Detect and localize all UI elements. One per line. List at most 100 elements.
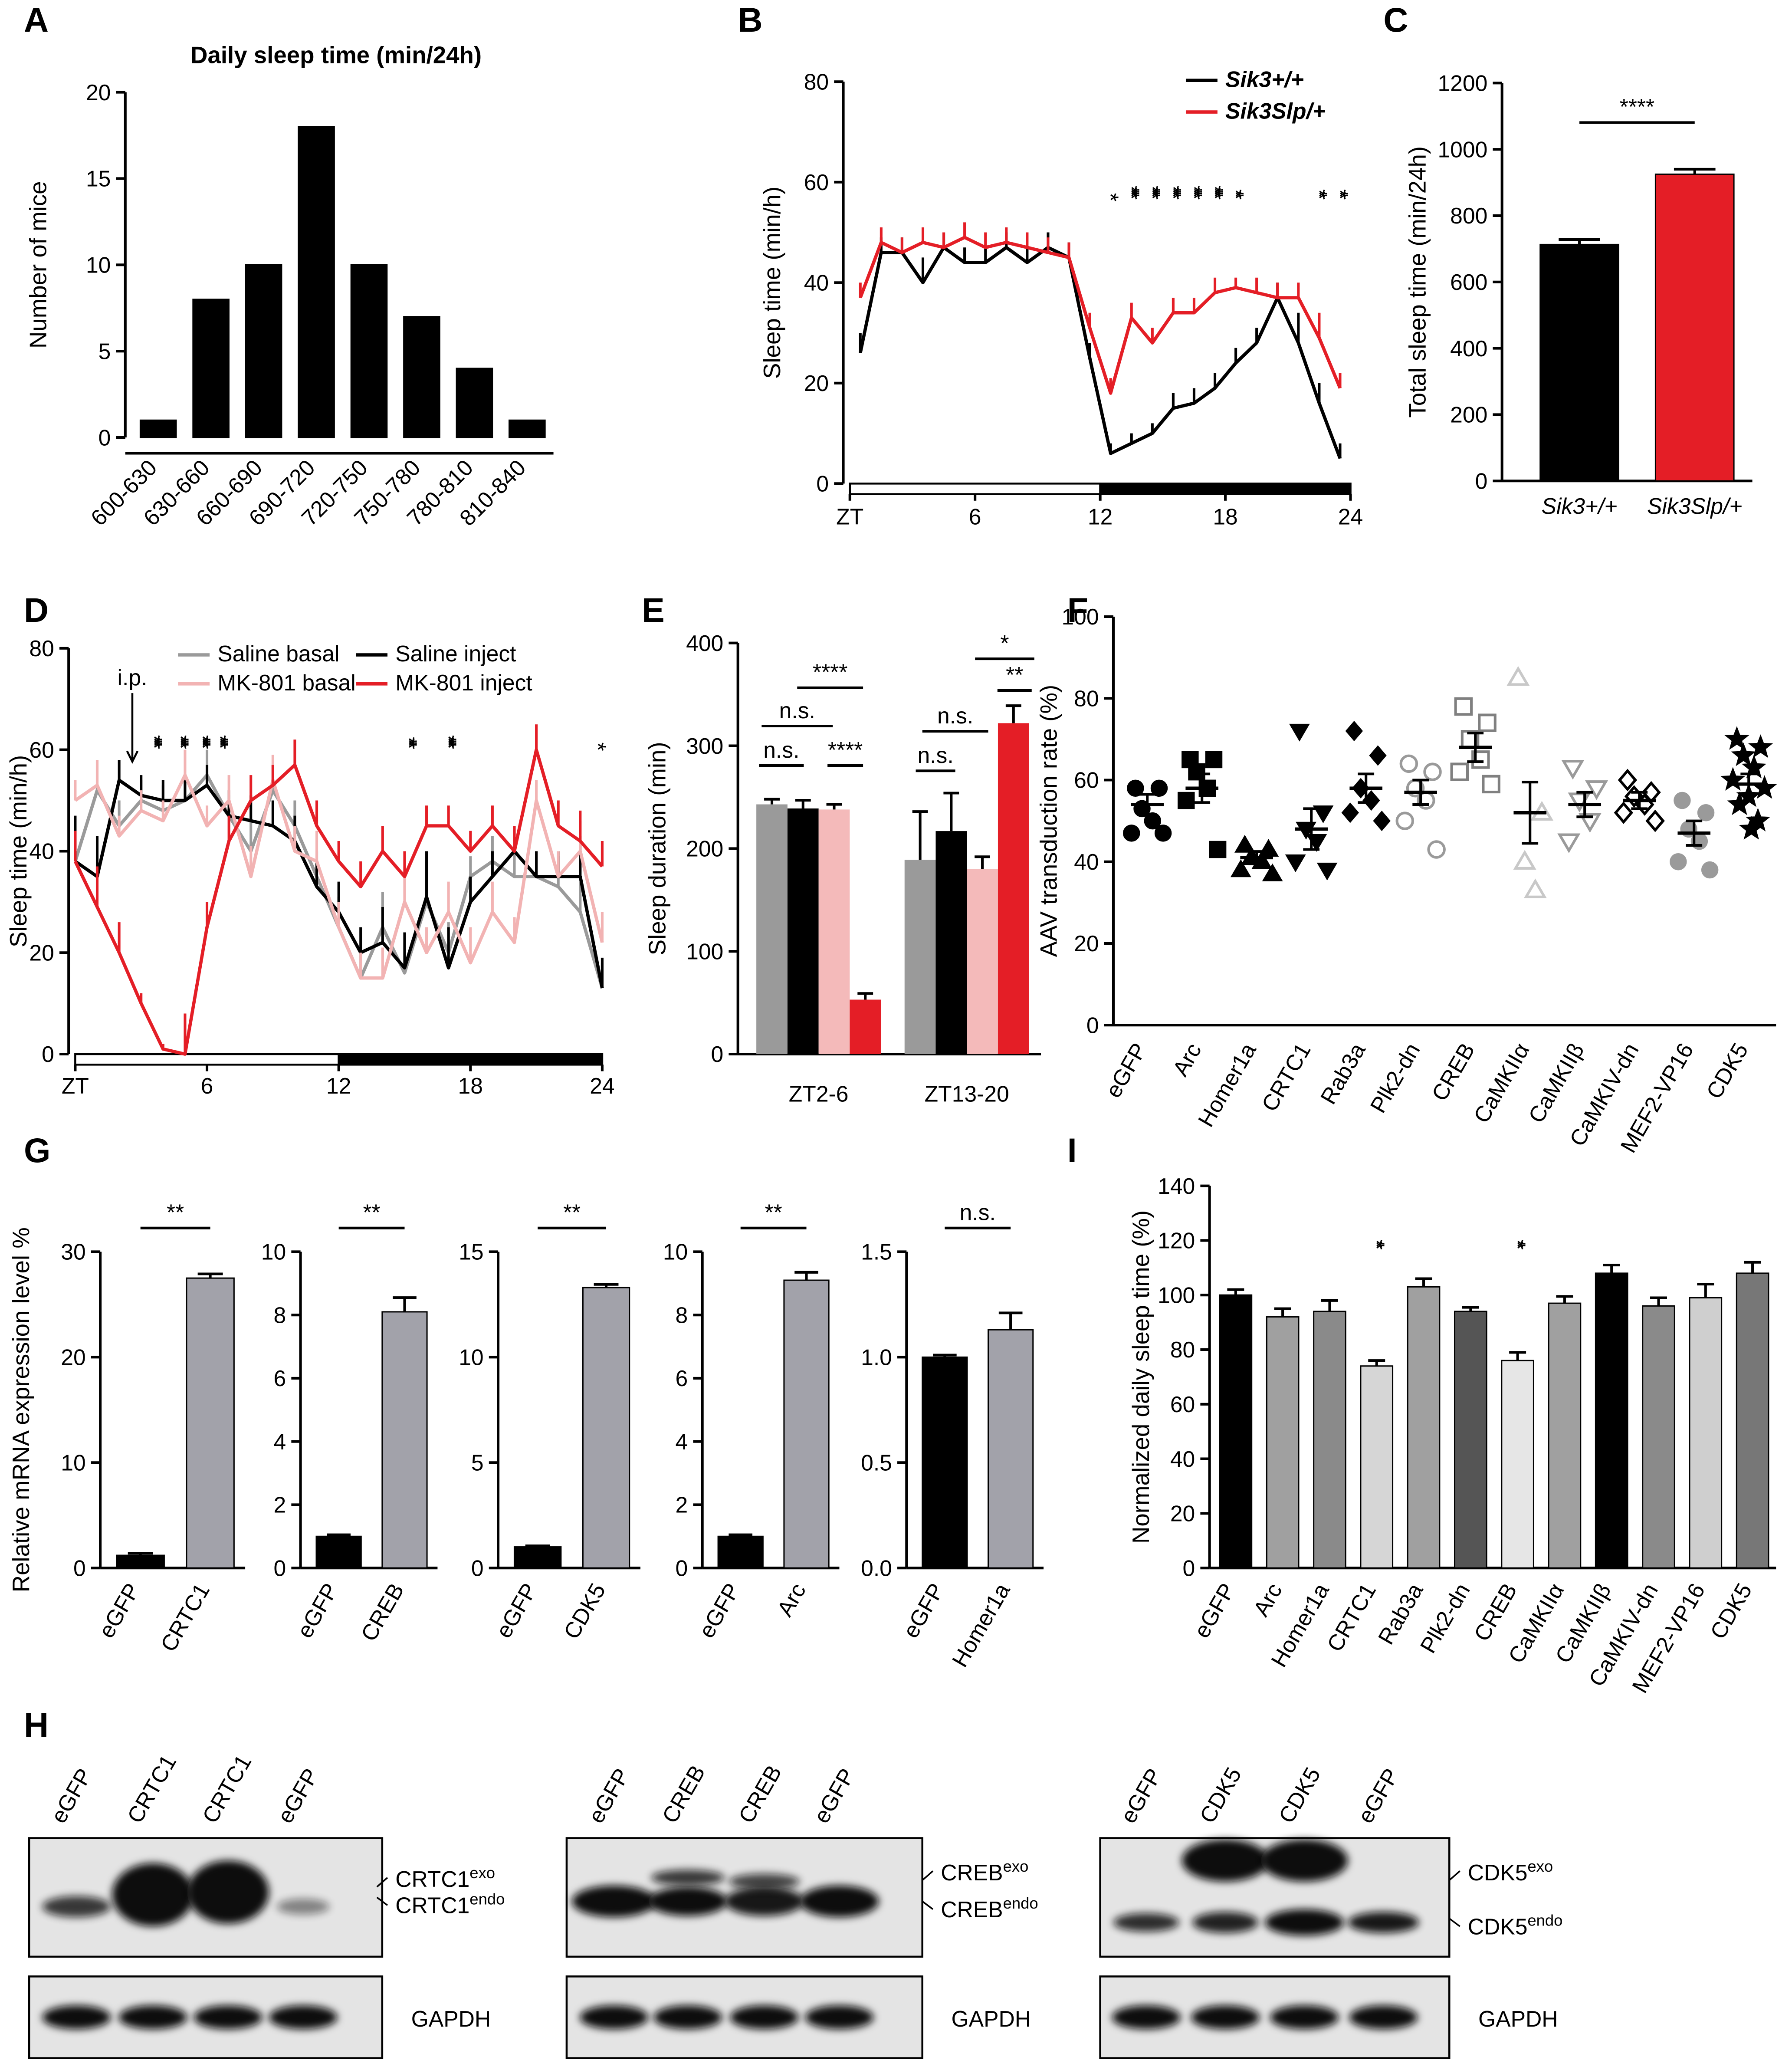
point bbox=[1748, 734, 1773, 758]
significance-label: n.s. bbox=[937, 703, 973, 728]
point bbox=[1523, 878, 1547, 898]
point bbox=[1724, 726, 1749, 750]
bar bbox=[1360, 1365, 1394, 1569]
y-tick-label: 80 bbox=[1074, 686, 1099, 711]
y-tick-label: 0 bbox=[1183, 1555, 1195, 1580]
point bbox=[1122, 825, 1140, 842]
bar bbox=[1407, 1286, 1441, 1569]
x-tick-label: 24 bbox=[1338, 504, 1363, 529]
band-pointer bbox=[376, 1896, 388, 1906]
significance-label: **** bbox=[1620, 94, 1654, 119]
error-bar bbox=[826, 803, 842, 810]
blot-band bbox=[651, 1870, 725, 1886]
blot-band bbox=[648, 1886, 728, 1916]
legend-label: Saline basal bbox=[217, 641, 339, 666]
y-tick-label: 6 bbox=[273, 1366, 286, 1391]
blot-band bbox=[1182, 1839, 1269, 1882]
panel-label: G bbox=[24, 1131, 50, 1170]
point bbox=[1506, 666, 1530, 686]
point bbox=[1674, 792, 1691, 809]
point bbox=[1731, 742, 1756, 766]
error-bar bbox=[1412, 779, 1429, 806]
band-label: CDK5endo bbox=[1468, 1911, 1563, 1939]
blot-band bbox=[187, 1860, 269, 1924]
band-label: CREBendo bbox=[941, 1894, 1038, 1922]
y-tick-label: 60 bbox=[1170, 1392, 1195, 1417]
error-bar bbox=[912, 810, 928, 860]
panel-label: D bbox=[24, 591, 49, 629]
y-tick-label: 20 bbox=[804, 371, 829, 396]
y-tick-label: 80 bbox=[804, 69, 829, 94]
point bbox=[1144, 812, 1162, 830]
legend-label: Sik3+/+ bbox=[1225, 66, 1304, 92]
bar bbox=[1454, 1311, 1487, 1569]
y-tick-label: 100 bbox=[1158, 1282, 1195, 1308]
blot-band bbox=[269, 2005, 338, 2029]
blot-band bbox=[729, 1873, 800, 1890]
y-axis-title: Total sleep time (min/24h) bbox=[1405, 146, 1431, 418]
y-tick-label: 1200 bbox=[1438, 71, 1487, 96]
band-superscript: endo bbox=[1003, 1894, 1038, 1912]
y-tick-label: 0 bbox=[273, 1555, 286, 1580]
point bbox=[1285, 854, 1306, 872]
significance-label: ** bbox=[765, 1200, 782, 1225]
point bbox=[1313, 805, 1334, 824]
y-tick-label: 0 bbox=[471, 1555, 484, 1580]
y-tick-label: 20 bbox=[86, 80, 111, 105]
bar bbox=[1595, 1272, 1628, 1569]
y-tick-label: 2 bbox=[676, 1492, 688, 1518]
error-bar bbox=[729, 1533, 753, 1537]
y-tick-label: 20 bbox=[61, 1345, 85, 1370]
panel-label: C bbox=[1383, 1, 1408, 39]
band-name: CRTC1 bbox=[395, 1866, 469, 1892]
bar bbox=[904, 860, 936, 1055]
error-bar bbox=[1556, 1295, 1573, 1304]
y-tick-label: 0 bbox=[1086, 1012, 1099, 1038]
bar bbox=[1642, 1305, 1675, 1569]
bar bbox=[116, 1554, 165, 1569]
point bbox=[1513, 850, 1536, 870]
point bbox=[1230, 859, 1251, 877]
y-tick-label: 4 bbox=[676, 1429, 688, 1454]
y-axis-title: Sleep time (min/h) bbox=[759, 187, 785, 379]
error-bar bbox=[393, 1296, 417, 1312]
point bbox=[1316, 862, 1338, 881]
y-tick-label: 100 bbox=[1061, 604, 1099, 629]
y-axis-title: Sleep time (min/h) bbox=[5, 755, 32, 947]
point bbox=[1741, 755, 1767, 779]
y-tick-label: 200 bbox=[686, 836, 723, 861]
dark-phase bbox=[338, 1053, 604, 1066]
bar bbox=[756, 804, 788, 1055]
point bbox=[1262, 863, 1283, 881]
x-tick-label: 6 bbox=[969, 504, 981, 529]
point bbox=[1234, 835, 1255, 853]
x-tick-label: ZT2-6 bbox=[789, 1081, 849, 1106]
bar bbox=[381, 1311, 428, 1569]
blot-band bbox=[580, 2005, 649, 2029]
error-bar bbox=[197, 1272, 223, 1278]
point bbox=[1478, 713, 1497, 732]
error-bar bbox=[1274, 1307, 1291, 1317]
x-tick-label: 24 bbox=[590, 1073, 614, 1098]
x-tick-label: Sik3+/+ bbox=[1542, 493, 1618, 519]
point bbox=[1178, 792, 1195, 809]
bar bbox=[1219, 1294, 1253, 1569]
error-bar bbox=[1674, 168, 1716, 174]
y-tick-label: 20 bbox=[1170, 1501, 1195, 1526]
band-name: CDK5 bbox=[1468, 1914, 1528, 1939]
legend-label: MK-801 inject bbox=[395, 670, 532, 695]
band-superscript: exo bbox=[469, 1863, 495, 1881]
y-tick-label: 1000 bbox=[1438, 137, 1487, 162]
bar bbox=[998, 723, 1029, 1055]
band-name: CREB bbox=[941, 1897, 1003, 1922]
bar bbox=[298, 126, 335, 438]
error-bar bbox=[943, 792, 959, 831]
significance-label: n.s. bbox=[917, 743, 953, 768]
loading-label: GAPDH bbox=[1478, 2006, 1558, 2031]
error-bar bbox=[1603, 1264, 1620, 1273]
band-name: CRTC1 bbox=[395, 1893, 469, 1918]
error-bar bbox=[1559, 238, 1600, 245]
x-tick-label: ZT bbox=[836, 504, 863, 529]
error-bar bbox=[795, 799, 811, 809]
bar bbox=[717, 1535, 764, 1569]
